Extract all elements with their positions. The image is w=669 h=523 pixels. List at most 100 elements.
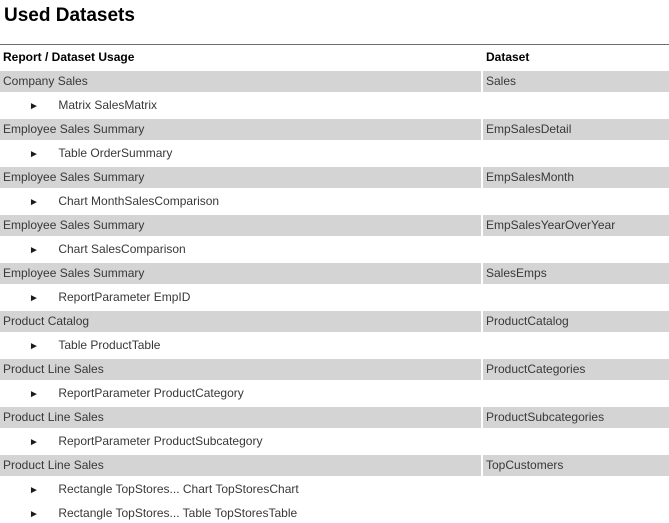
dataset-cell: [483, 335, 669, 356]
dataset-cell: TopCustomers: [483, 455, 669, 476]
usage-label: Rectangle TopStores... Table TopStoresTa…: [58, 506, 298, 520]
usage-cell: ► Table OrderSummary: [0, 143, 481, 164]
report-item-row: ► Table ProductTable: [0, 335, 669, 356]
dataset-cell: [483, 239, 669, 260]
dataset-cell: ProductCategories: [483, 359, 669, 380]
usage-cell: ► Chart MonthSalesComparison: [0, 191, 481, 212]
report-row: ► Product Line Sales ProductSubcategorie…: [0, 407, 669, 428]
usage-cell: ► Employee Sales Summary: [0, 167, 481, 188]
item-arrow-icon: ►: [29, 389, 39, 400]
usage-label: Product Line Sales: [3, 362, 104, 376]
usage-cell: ► Product Catalog: [0, 311, 481, 332]
usage-cell: ► Company Sales: [0, 71, 481, 92]
item-arrow-icon: ►: [29, 341, 39, 352]
dataset-label: EmpSalesMonth: [486, 170, 575, 184]
usage-cell: ► ReportParameter EmpID: [0, 287, 481, 308]
usage-label: Table OrderSummary: [58, 146, 173, 160]
usage-column-header: Report / Dataset Usage: [0, 47, 481, 68]
usage-cell: ► Table ProductTable: [0, 335, 481, 356]
table-body: ► Company Sales Sales ► Matrix SalesMatr…: [0, 71, 669, 523]
usage-cell: ► Product Line Sales: [0, 359, 481, 380]
usage-cell: ► Employee Sales Summary: [0, 119, 481, 140]
report-row: ► Employee Sales Summary EmpSalesDetail: [0, 119, 669, 140]
usage-label: Matrix SalesMatrix: [58, 98, 158, 112]
report-row: ► Product Line Sales ProductCategories: [0, 359, 669, 380]
usage-cell: ► Employee Sales Summary: [0, 215, 481, 236]
report-item-row: ► Chart MonthSalesComparison: [0, 191, 669, 212]
dataset-cell: ProductCatalog: [483, 311, 669, 332]
dataset-cell: EmpSalesYearOverYear: [483, 215, 669, 236]
table-header-row: Report / Dataset Usage Dataset: [0, 47, 669, 68]
report-row: ► Company Sales Sales: [0, 71, 669, 92]
usage-cell: ► Product Line Sales: [0, 455, 481, 476]
usage-label: Employee Sales Summary: [3, 170, 145, 184]
report-row: ► Employee Sales Summary EmpSalesYearOve…: [0, 215, 669, 236]
usage-label: Chart SalesComparison: [58, 242, 186, 256]
dataset-label: ProductCatalog: [486, 314, 569, 328]
item-arrow-icon: ►: [29, 101, 39, 112]
usage-label: Employee Sales Summary: [3, 122, 145, 136]
report-item-row: ► ReportParameter EmpID: [0, 287, 669, 308]
usage-cell: ► Rectangle TopStores... Table TopStores…: [0, 503, 481, 523]
dataset-label: ProductCategories: [486, 362, 586, 376]
report-item-row: ► Chart SalesComparison: [0, 239, 669, 260]
usage-label: Table ProductTable: [58, 338, 161, 352]
dataset-label: EmpSalesYearOverYear: [486, 218, 616, 232]
usage-cell: ► Product Line Sales: [0, 407, 481, 428]
dataset-cell: EmpSalesMonth: [483, 167, 669, 188]
usage-cell: ► Employee Sales Summary: [0, 263, 481, 284]
item-arrow-icon: ►: [29, 245, 39, 256]
report-row: ► Product Catalog ProductCatalog: [0, 311, 669, 332]
usage-label: Employee Sales Summary: [3, 266, 145, 280]
dataset-label: SalesEmps: [486, 266, 547, 280]
report-row: ► Product Line Sales TopCustomers: [0, 455, 669, 476]
report-row: ► Employee Sales Summary EmpSalesMonth: [0, 167, 669, 188]
dataset-cell: [483, 95, 669, 116]
report-item-row: ► Rectangle TopStores... Table TopStores…: [0, 503, 669, 523]
dataset-cell: EmpSalesDetail: [483, 119, 669, 140]
usage-cell: ► Chart SalesComparison: [0, 239, 481, 260]
report-item-row: ► Table OrderSummary: [0, 143, 669, 164]
item-arrow-icon: ►: [29, 197, 39, 208]
usage-label: ReportParameter ProductCategory: [58, 386, 244, 400]
dataset-label: ProductSubcategories: [486, 410, 605, 424]
dataset-cell: [483, 431, 669, 452]
report-item-row: ► Matrix SalesMatrix: [0, 95, 669, 116]
usage-cell: ► ReportParameter ProductCategory: [0, 383, 481, 404]
report-page: Used Datasets Report / Dataset Usage Dat…: [0, 5, 669, 523]
usage-label: Rectangle TopStores... Chart TopStoresCh…: [58, 482, 299, 496]
dataset-cell: [483, 191, 669, 212]
dataset-cell: SalesEmps: [483, 263, 669, 284]
usage-cell: ► Rectangle TopStores... Chart TopStores…: [0, 479, 481, 500]
usage-label: Product Line Sales: [3, 458, 104, 472]
dataset-cell: [483, 479, 669, 500]
dataset-column-header: Dataset: [483, 47, 669, 68]
item-arrow-icon: ►: [29, 149, 39, 160]
usage-cell: ► ReportParameter ProductSubcategory: [0, 431, 481, 452]
dataset-cell: [483, 287, 669, 308]
report-item-row: ► Rectangle TopStores... Chart TopStores…: [0, 479, 669, 500]
dataset-cell: [483, 383, 669, 404]
report-row: ► Employee Sales Summary SalesEmps: [0, 263, 669, 284]
page-title: Used Datasets: [4, 5, 135, 26]
dataset-label: EmpSalesDetail: [486, 122, 572, 136]
usage-label: Product Line Sales: [3, 410, 104, 424]
usage-label: Company Sales: [3, 74, 88, 88]
usage-label: Product Catalog: [3, 314, 90, 328]
dataset-label: TopCustomers: [486, 458, 564, 472]
dataset-cell: ProductSubcategories: [483, 407, 669, 428]
usage-cell: ► Matrix SalesMatrix: [0, 95, 481, 116]
dataset-label: Sales: [486, 74, 517, 88]
report-item-row: ► ReportParameter ProductSubcategory: [0, 431, 669, 452]
item-arrow-icon: ►: [29, 485, 39, 496]
item-arrow-icon: ►: [29, 293, 39, 304]
used-datasets-table: Report / Dataset Usage Dataset ► Company…: [0, 44, 669, 523]
dataset-cell: Sales: [483, 71, 669, 92]
usage-label: ReportParameter ProductSubcategory: [58, 434, 263, 448]
usage-label: Chart MonthSalesComparison: [58, 194, 220, 208]
usage-label: ReportParameter EmpID: [58, 290, 191, 304]
dataset-cell: [483, 503, 669, 523]
item-arrow-icon: ►: [29, 437, 39, 448]
usage-label: Employee Sales Summary: [3, 218, 145, 232]
dataset-cell: [483, 143, 669, 164]
